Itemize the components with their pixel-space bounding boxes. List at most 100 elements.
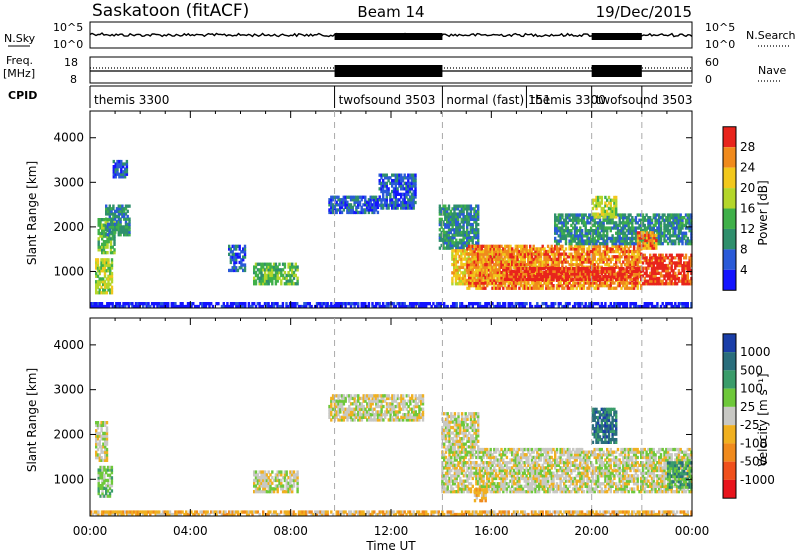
power-cell-16 bbox=[625, 304, 629, 309]
power-cell-10 bbox=[491, 268, 494, 272]
power-cell-7 bbox=[380, 203, 383, 207]
power-cell-7 bbox=[408, 176, 412, 180]
power-cell-13 bbox=[564, 226, 568, 230]
power-cell-16 bbox=[236, 302, 240, 306]
power-cell-10 bbox=[595, 284, 598, 288]
power-cell-10 bbox=[613, 286, 616, 290]
power-cell-12 bbox=[645, 258, 648, 263]
power-cell-11 bbox=[525, 269, 528, 273]
power-cell-10 bbox=[511, 286, 514, 290]
power-cell-9 bbox=[521, 271, 524, 275]
power-cell-10 bbox=[640, 252, 643, 256]
power-cell-13 bbox=[641, 223, 645, 228]
power-cell-13 bbox=[683, 216, 686, 220]
power-cell-10 bbox=[564, 265, 568, 269]
power-cell-11 bbox=[536, 272, 539, 276]
power-cell-10 bbox=[625, 255, 629, 259]
power-cell-13 bbox=[566, 226, 569, 230]
power-cell-10 bbox=[586, 286, 589, 290]
power-cell-9 bbox=[509, 262, 512, 267]
sky-left-tick-bottom: 10^0 bbox=[53, 38, 83, 51]
power-cell-16 bbox=[446, 304, 449, 309]
power-cell-13 bbox=[591, 218, 595, 222]
power-cell-9 bbox=[454, 271, 458, 275]
power-cell-10 bbox=[512, 249, 516, 254]
power-cell-16 bbox=[534, 304, 537, 309]
power-cell-10 bbox=[575, 252, 578, 256]
power-cell-10 bbox=[552, 255, 555, 259]
power-cell-9 bbox=[496, 273, 499, 278]
power-cell-16 bbox=[186, 304, 190, 309]
power-cell-10 bbox=[634, 263, 638, 267]
power-cell-10 bbox=[579, 284, 582, 288]
power-cell-8 bbox=[449, 246, 452, 250]
power-cell-11 bbox=[512, 269, 516, 273]
power-cell-7 bbox=[385, 181, 388, 185]
power-cell-14 bbox=[615, 204, 618, 208]
power-cell-9 bbox=[490, 254, 494, 258]
power-cell-12 bbox=[645, 271, 648, 275]
power-cell-10 bbox=[546, 260, 550, 264]
power-cell-16 bbox=[156, 302, 159, 306]
power-cell-6 bbox=[364, 208, 367, 212]
power-cell-10 bbox=[489, 247, 492, 251]
power-cell-10 bbox=[512, 286, 516, 290]
power-cell-10 bbox=[598, 244, 602, 248]
power-cell-10 bbox=[582, 244, 586, 248]
power-cell-13 bbox=[589, 231, 593, 235]
power-cell-12 bbox=[686, 279, 689, 283]
power-cell-10 bbox=[616, 265, 620, 269]
power-cell-8 bbox=[440, 243, 443, 248]
power-cell-16 bbox=[222, 302, 225, 306]
power-cell-10 bbox=[516, 257, 519, 262]
power-cell-11 bbox=[554, 267, 557, 271]
power-cell-8 bbox=[438, 209, 442, 214]
power-cell-10 bbox=[572, 255, 575, 259]
power-cell-13 bbox=[659, 223, 663, 228]
power-cell-12 bbox=[643, 256, 646, 260]
power-cell-16 bbox=[90, 302, 93, 306]
power-cell-10 bbox=[471, 260, 474, 264]
power-cell-13 bbox=[625, 236, 629, 241]
power-cell-6 bbox=[335, 195, 338, 199]
power-cell-8 bbox=[447, 207, 451, 211]
power-cell-10 bbox=[627, 260, 630, 264]
power-cell-13 bbox=[638, 226, 641, 230]
power-cell-16 bbox=[292, 302, 295, 306]
power-cell-6 bbox=[355, 210, 358, 215]
power-cell-2 bbox=[126, 225, 129, 229]
power-cell-8 bbox=[438, 238, 442, 242]
power-cell-11 bbox=[632, 277, 636, 281]
power-cell-12 bbox=[681, 266, 684, 270]
power-cell-5 bbox=[263, 262, 267, 266]
power-cell-0 bbox=[107, 285, 110, 289]
power-cell-11 bbox=[507, 269, 510, 273]
power-cell-13 bbox=[631, 221, 634, 225]
power-cell-10 bbox=[545, 249, 548, 254]
power-cell-16 bbox=[279, 304, 283, 309]
power-cell-1 bbox=[104, 240, 107, 244]
power-cell-6 bbox=[374, 195, 378, 199]
power-cell-13 bbox=[649, 218, 652, 222]
power-cell-11 bbox=[514, 272, 517, 276]
power-cell-16 bbox=[661, 302, 664, 306]
power-cell-10 bbox=[502, 263, 505, 267]
power-cell-10 bbox=[534, 247, 537, 251]
power-cell-13 bbox=[618, 229, 621, 233]
power-cell-10 bbox=[475, 252, 478, 256]
power-cell-8 bbox=[462, 207, 465, 211]
power-cell-7 bbox=[410, 206, 414, 210]
power-cell-11 bbox=[629, 269, 632, 273]
power-cell-0 bbox=[103, 266, 107, 270]
power-cell-10 bbox=[561, 252, 564, 256]
power-cell-11 bbox=[636, 275, 639, 279]
power-cell-11 bbox=[593, 269, 596, 273]
velocity-cell-0 bbox=[96, 431, 100, 436]
power-cell-16 bbox=[443, 302, 446, 306]
power-cell-10 bbox=[487, 255, 491, 259]
power-cell-1 bbox=[104, 245, 107, 249]
power-cell-11 bbox=[559, 267, 562, 271]
power-cell-10 bbox=[598, 249, 602, 254]
power-cell-13 bbox=[572, 239, 575, 243]
power-cell-16 bbox=[297, 304, 301, 309]
